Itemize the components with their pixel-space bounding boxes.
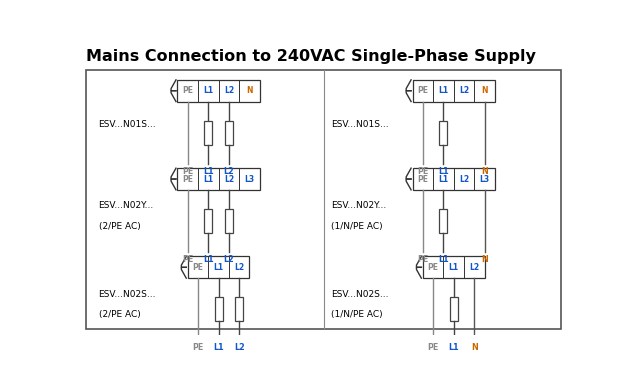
Text: PE: PE	[428, 263, 439, 272]
Text: PE: PE	[182, 174, 193, 183]
Bar	[439, 209, 447, 233]
Bar	[204, 121, 212, 144]
Text: N: N	[471, 343, 478, 352]
Bar	[188, 256, 250, 278]
Text: (1/N/PE AC): (1/N/PE AC)	[331, 310, 383, 319]
Bar	[413, 80, 495, 102]
Text: (2/PE AC): (2/PE AC)	[99, 222, 140, 231]
Text: PE: PE	[193, 263, 204, 272]
Text: L2: L2	[459, 86, 469, 95]
Text: PE: PE	[182, 167, 193, 176]
Text: (1/N/PE AC): (1/N/PE AC)	[331, 222, 383, 231]
Text: L1: L1	[204, 174, 214, 183]
Text: L1: L1	[213, 343, 224, 352]
Text: L1: L1	[203, 167, 214, 176]
Text: L1: L1	[204, 86, 214, 95]
Text: PE: PE	[182, 255, 193, 264]
Bar	[423, 256, 485, 278]
Text: L1: L1	[439, 86, 449, 95]
Text: L2: L2	[224, 167, 234, 176]
Text: PE: PE	[417, 174, 428, 183]
Text: ESV...N02Y...: ESV...N02Y...	[99, 202, 154, 211]
Text: L1: L1	[214, 263, 224, 272]
Bar	[178, 168, 260, 190]
Text: L1: L1	[203, 255, 214, 264]
Text: ESV...N02S...: ESV...N02S...	[331, 290, 389, 299]
Text: L1: L1	[438, 167, 449, 176]
Text: PE: PE	[192, 343, 204, 352]
Bar	[204, 209, 212, 233]
Text: (2/PE AC): (2/PE AC)	[99, 310, 140, 319]
Text: L2: L2	[469, 263, 479, 272]
Bar	[225, 121, 233, 144]
Text: ESV...N02S...: ESV...N02S...	[99, 290, 156, 299]
Text: ESV...N01S...: ESV...N01S...	[331, 120, 389, 129]
Text: ESV...N02Y...: ESV...N02Y...	[331, 202, 387, 211]
Text: L1: L1	[439, 174, 449, 183]
Text: PE: PE	[417, 86, 428, 95]
Text: L2: L2	[224, 255, 234, 264]
Text: L2: L2	[459, 174, 469, 183]
Text: PE: PE	[427, 343, 439, 352]
Bar	[225, 209, 233, 233]
Text: N: N	[482, 86, 488, 95]
Text: L2: L2	[234, 263, 244, 272]
Bar	[87, 70, 561, 329]
Text: L2: L2	[224, 86, 234, 95]
Bar	[450, 297, 458, 321]
Text: N: N	[481, 255, 488, 264]
Text: N: N	[481, 167, 488, 176]
Text: L1: L1	[449, 263, 459, 272]
Text: PE: PE	[182, 86, 193, 95]
Text: Mains Connection to 240VAC Single-Phase Supply: Mains Connection to 240VAC Single-Phase …	[87, 50, 536, 64]
Text: L1: L1	[438, 255, 449, 264]
Bar	[178, 80, 260, 102]
Text: L3: L3	[245, 174, 255, 183]
Text: L2: L2	[234, 343, 245, 352]
Text: L2: L2	[224, 174, 234, 183]
Bar	[235, 297, 243, 321]
Text: PE: PE	[417, 255, 428, 264]
Text: ESV...N01S...: ESV...N01S...	[99, 120, 156, 129]
Bar	[215, 297, 222, 321]
Bar	[413, 168, 495, 190]
Text: PE: PE	[417, 167, 428, 176]
Bar	[439, 121, 447, 144]
Text: N: N	[246, 86, 253, 95]
Text: L3: L3	[480, 174, 490, 183]
Text: L1: L1	[448, 343, 459, 352]
